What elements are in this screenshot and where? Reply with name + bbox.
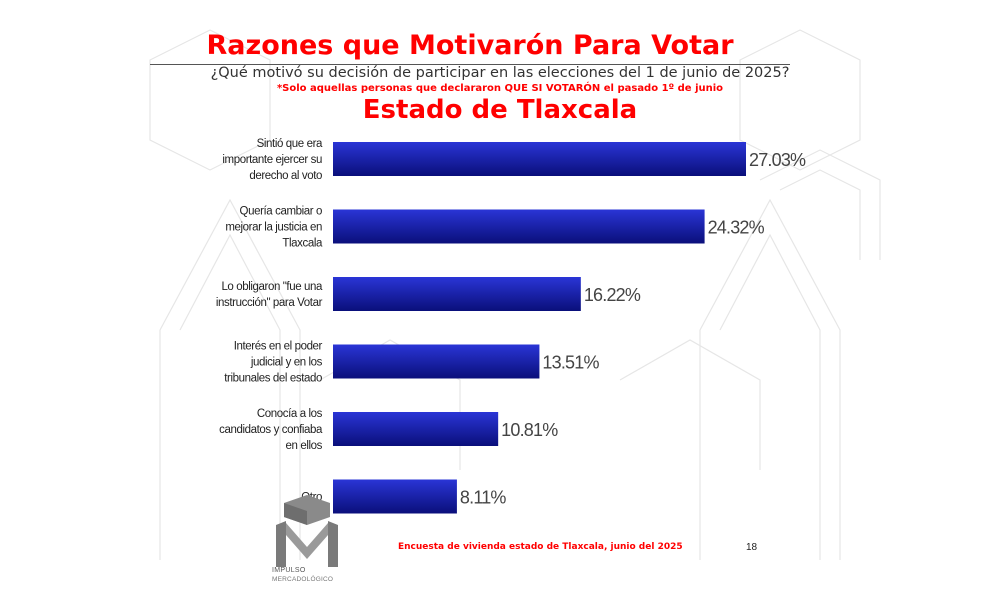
chart-title: Razones que Motivarón Para Votar — [206, 30, 734, 61]
value-label-3: 13.51% — [542, 353, 599, 373]
footer-source: Encuesta de vivienda estado de Tlaxcala,… — [398, 542, 683, 552]
value-label-2: 16.22% — [584, 285, 641, 305]
logo-subtext: MERCADOLÓGICO — [272, 576, 334, 583]
category-label-4: Conocía a los candidatos y confiaba en ell… — [219, 408, 323, 452]
category-label-1: Quería cambiar o mejorar la justicia en Tl… — [225, 206, 323, 250]
bar-1 — [333, 209, 705, 244]
category-label-0: Sintió que era importante ejercer su derec… — [222, 138, 323, 182]
bar-5 — [333, 479, 457, 514]
value-label-0: 27.03% — [749, 150, 806, 170]
value-label-1: 24.32% — [708, 218, 765, 238]
logo-text: IMPULSO — [272, 567, 306, 574]
chart-note: *Solo aquellas personas que declararon Q… — [276, 83, 724, 94]
bar-4 — [333, 412, 499, 446]
value-label-4: 10.81% — [501, 420, 558, 440]
bar-3 — [333, 344, 540, 379]
impulso-logo-icon — [276, 495, 338, 567]
value-label-5: 8.11% — [460, 488, 506, 508]
title-divider — [150, 64, 790, 65]
category-label-2: Lo obligaron "fue una instrucción" para V… — [216, 281, 323, 309]
chart-subtitle: ¿Qué motivó su decisión de participar en… — [210, 65, 790, 81]
bar-0 — [333, 142, 746, 176]
page-number: 18 — [746, 542, 758, 553]
category-label-3: Interés en el poder judicial y en los trib… — [224, 341, 322, 385]
region-title: Estado de Tlaxcala — [362, 95, 638, 125]
bar-2 — [333, 277, 581, 311]
